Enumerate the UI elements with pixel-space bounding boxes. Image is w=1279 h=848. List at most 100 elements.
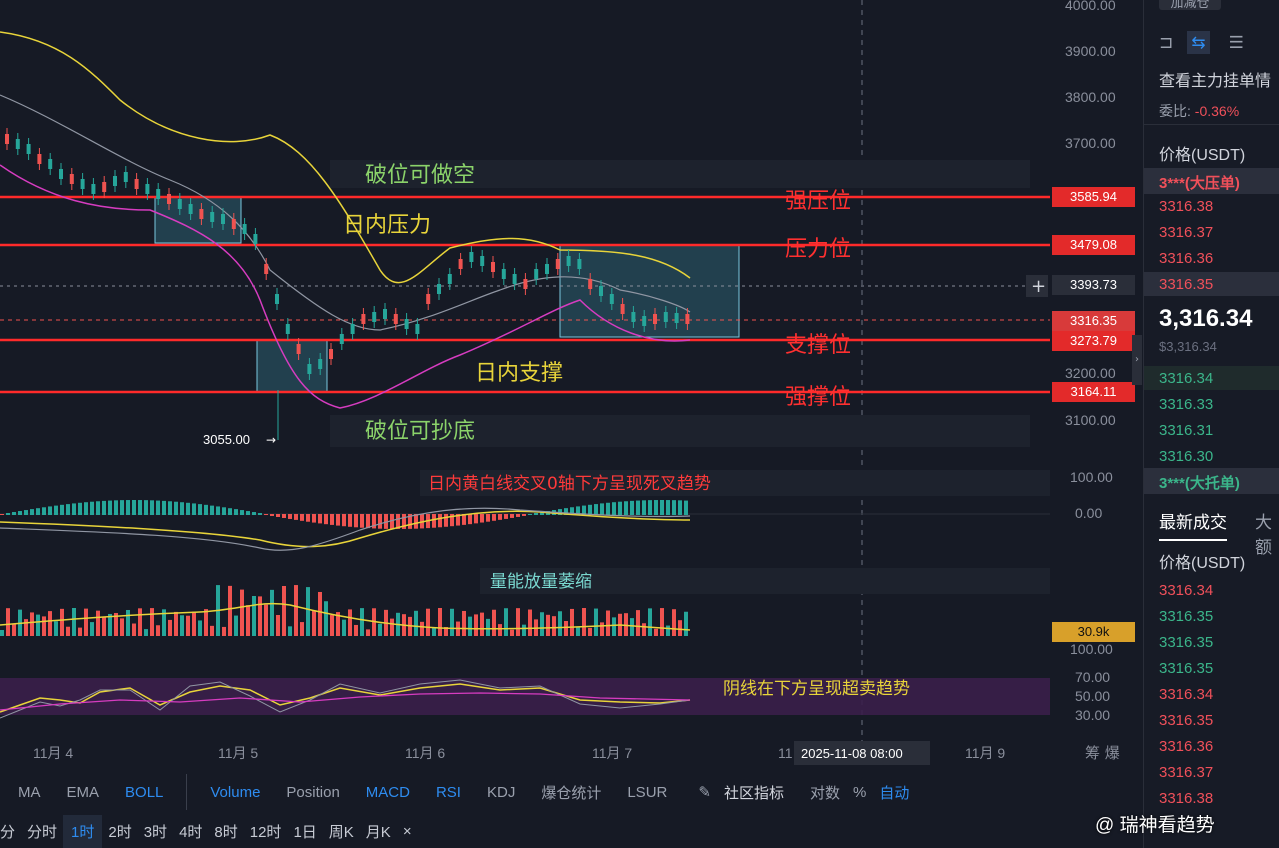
arrow-icon: → xyxy=(266,433,276,447)
volume-bar xyxy=(126,609,130,636)
x-tick: 11月 4 xyxy=(33,745,73,761)
macd-bar xyxy=(240,510,244,515)
volume-bar xyxy=(582,608,586,636)
ask-price[interactable]: 3316.36 xyxy=(1159,250,1214,267)
indicator-liquidation[interactable]: 爆仓统计 xyxy=(541,784,602,802)
support-tag: 3273.79 xyxy=(1052,331,1135,351)
macd-bar xyxy=(528,513,532,515)
macd-bar xyxy=(66,504,70,515)
macd-bar xyxy=(90,501,94,515)
indicator-position[interactable]: Position xyxy=(286,783,340,801)
bid-price[interactable]: 3316.34 xyxy=(1159,370,1214,387)
macd-bar xyxy=(402,514,406,529)
plus-icon: + xyxy=(1031,276,1046,297)
macd-bar xyxy=(264,514,268,516)
macd-dif xyxy=(0,507,691,551)
macd-bar xyxy=(504,514,508,519)
volume-ma xyxy=(0,602,691,631)
macd-bar xyxy=(228,508,232,515)
tf-timeshare[interactable]: 分时 xyxy=(27,823,58,841)
tab-large-trades[interactable]: 大额 xyxy=(1255,513,1272,557)
volume-bar xyxy=(252,595,256,636)
macd-bar xyxy=(30,509,34,515)
volume-bar xyxy=(150,608,154,636)
collapse-handle[interactable]: › xyxy=(1132,335,1142,385)
macd-bar xyxy=(216,506,220,515)
chart-area[interactable]: 3055.00 → 破位可做空 日内压力 强压位 压力位 支撑位 日内支撑 强撑… xyxy=(0,0,1143,770)
layout-icons[interactable]: ⊐ ⇆ ☰ xyxy=(1159,31,1244,54)
tf-1d[interactable]: 1日 xyxy=(293,823,317,841)
tf-12h[interactable]: 12时 xyxy=(249,823,282,841)
indicator-ema[interactable]: EMA xyxy=(66,783,100,801)
tf-month[interactable]: 月K xyxy=(365,823,391,841)
volume-bar xyxy=(486,618,490,636)
y-tick: 4000.00 xyxy=(1065,0,1116,13)
volume-tag: 30.9k xyxy=(1052,622,1135,642)
community-indicators[interactable]: 社区指标 xyxy=(723,784,784,802)
auto-scale-toggle[interactable]: 自动 xyxy=(879,784,910,802)
indicator-ma[interactable]: MA xyxy=(18,783,41,801)
bid-price[interactable]: 3316.31 xyxy=(1159,422,1214,439)
adjust-position-button[interactable]: 加减仓 xyxy=(1159,0,1221,10)
bid-price[interactable]: 3316.33 xyxy=(1159,396,1214,413)
volume-bar xyxy=(156,625,160,636)
tf-minute[interactable]: 分 xyxy=(0,823,16,841)
volume-bar xyxy=(78,627,82,636)
tf-week[interactable]: 周K xyxy=(328,823,354,841)
volume-bar xyxy=(258,596,262,636)
bid-price[interactable]: 3316.30 xyxy=(1159,448,1214,465)
macd-bar xyxy=(72,503,76,515)
indicator-lsur[interactable]: LSUR xyxy=(627,783,668,801)
macd-bar xyxy=(246,511,250,515)
annotation-bg xyxy=(420,470,1050,496)
indicator-rsi[interactable]: RSI xyxy=(435,783,461,801)
indicator-boll[interactable]: BOLL xyxy=(125,783,164,801)
macd-bar xyxy=(114,500,118,515)
tf-2h[interactable]: 2时 xyxy=(108,823,132,841)
x-tick: 11月 7 xyxy=(592,745,632,761)
macd-bar xyxy=(606,502,610,515)
macd-bar xyxy=(582,505,586,515)
volume-bar xyxy=(108,613,112,636)
tab-latest-trades[interactable]: 最新成交 xyxy=(1159,508,1227,541)
volume-bar xyxy=(594,608,598,636)
tf-3h[interactable]: 3时 xyxy=(143,823,168,841)
tf-1h[interactable]: 1时 xyxy=(63,814,103,848)
close-icon[interactable]: × xyxy=(402,822,412,840)
macd-bar xyxy=(210,505,214,515)
volume-bar xyxy=(678,620,682,636)
view-major-orders[interactable]: 查看主力挂单情 xyxy=(1159,73,1272,90)
volume-bar xyxy=(648,608,652,636)
macd-bar xyxy=(648,500,652,515)
indicator-macd[interactable]: MACD xyxy=(365,783,410,801)
macd-bar xyxy=(588,504,592,515)
volume-bar xyxy=(228,585,232,636)
macd-bar xyxy=(618,501,622,515)
macd-bar xyxy=(288,514,292,519)
macd-bar xyxy=(330,514,334,525)
volume-bar xyxy=(498,624,502,636)
tf-8h[interactable]: 8时 xyxy=(214,823,238,841)
macd-bar xyxy=(36,508,40,515)
tf-4h[interactable]: 4时 xyxy=(179,823,203,841)
crosshair-plus-button[interactable] xyxy=(1026,275,1048,297)
ask-price[interactable]: 3316.37 xyxy=(1159,224,1214,241)
volume-bar xyxy=(558,611,562,636)
volume-bar xyxy=(60,608,64,636)
log-scale-toggle[interactable]: 对数 xyxy=(809,784,840,802)
ask-price[interactable]: 3316.35 xyxy=(1159,276,1214,293)
macd-bar xyxy=(354,514,358,528)
ask-highlight-row xyxy=(1144,272,1279,296)
volume-bar xyxy=(270,589,274,636)
indicator-volume[interactable]: Volume xyxy=(210,783,261,801)
trade-price: 3316.35 xyxy=(1159,712,1214,729)
macd-bar xyxy=(306,514,310,522)
macd-bar xyxy=(144,500,148,515)
indicator-kdj[interactable]: KDJ xyxy=(486,783,516,801)
ask-price[interactable]: 3316.38 xyxy=(1159,198,1214,215)
edit-icon[interactable]: ✎ xyxy=(698,784,711,801)
volume-bar xyxy=(474,614,478,636)
macd-note: 日内黄白线交叉0轴下方呈现死叉趋势 xyxy=(428,474,711,494)
macd-bar xyxy=(468,514,472,525)
percent-toggle[interactable]: % xyxy=(852,783,867,801)
